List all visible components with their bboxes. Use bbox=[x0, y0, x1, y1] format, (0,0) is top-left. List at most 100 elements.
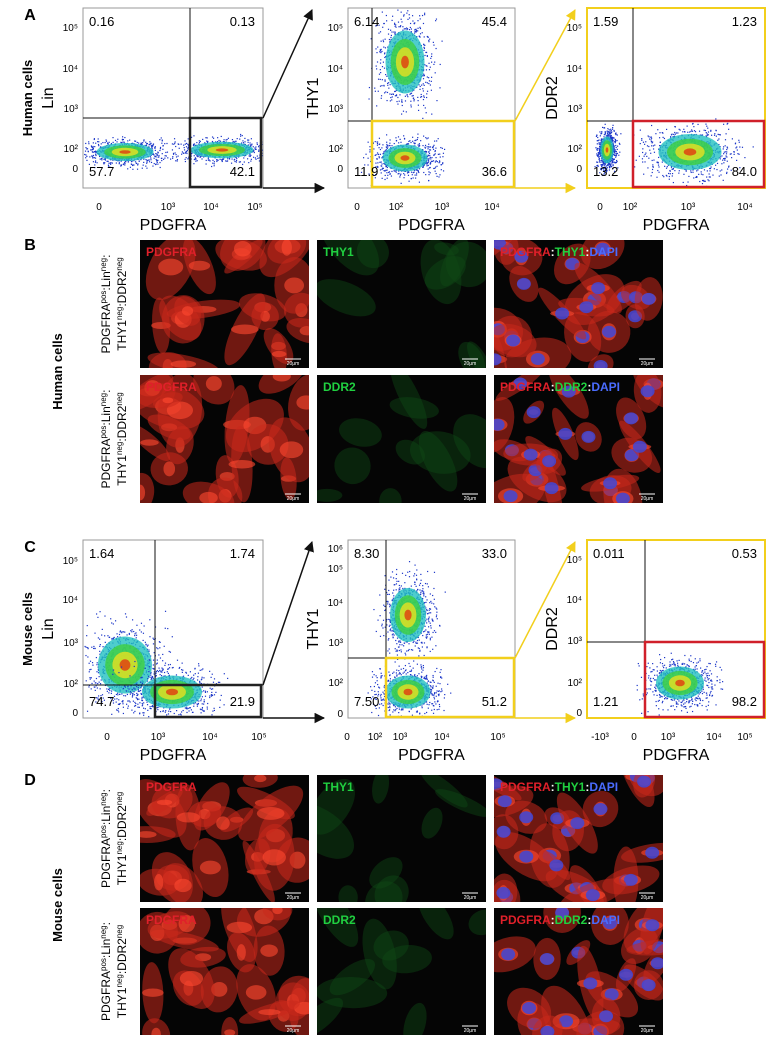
row-label-part: THY1 bbox=[115, 320, 129, 351]
event-dot bbox=[693, 177, 694, 178]
event-dot bbox=[193, 135, 194, 136]
y-tick-label: 10³ bbox=[64, 104, 79, 115]
channel-name: PDGFRA bbox=[500, 245, 551, 259]
row-label-part: :Lin bbox=[99, 271, 113, 290]
event-dot bbox=[426, 151, 427, 152]
event-dot bbox=[188, 138, 189, 139]
event-dot bbox=[654, 145, 655, 146]
event-dot bbox=[711, 135, 712, 136]
event-dot bbox=[381, 161, 382, 162]
event-dot bbox=[422, 15, 423, 16]
event-dot bbox=[734, 154, 735, 155]
event-dot bbox=[690, 131, 691, 132]
event-dot bbox=[146, 145, 147, 146]
event-dot bbox=[431, 90, 432, 91]
channel-name: DDR2 bbox=[323, 380, 356, 394]
event-dot bbox=[615, 157, 616, 158]
event-dot bbox=[205, 137, 206, 138]
event-dot bbox=[725, 139, 726, 140]
event-dot bbox=[396, 140, 397, 141]
density-core bbox=[216, 148, 229, 151]
event-dot bbox=[99, 639, 100, 640]
event-dot bbox=[423, 136, 424, 137]
event-dot bbox=[380, 154, 381, 155]
event-dot bbox=[705, 181, 706, 182]
event-dot bbox=[386, 76, 387, 77]
channel-label: PDGFRA bbox=[146, 245, 197, 259]
event-dot bbox=[403, 135, 404, 136]
event-dot bbox=[407, 10, 408, 11]
event-dot bbox=[255, 157, 256, 158]
event-dot bbox=[410, 23, 411, 24]
event-dot bbox=[95, 162, 96, 163]
event-dot bbox=[91, 683, 92, 684]
event-dot bbox=[645, 154, 646, 155]
event-dot bbox=[428, 63, 429, 64]
event-dot bbox=[147, 143, 148, 144]
event-dot bbox=[247, 158, 248, 159]
event-dot bbox=[725, 145, 726, 146]
event-dot bbox=[599, 160, 600, 161]
event-dot bbox=[423, 172, 424, 173]
event-dot bbox=[428, 165, 429, 166]
x-tick-label: 0 bbox=[96, 202, 102, 213]
event-dot bbox=[105, 139, 106, 140]
event-dot bbox=[414, 31, 415, 32]
event-dot bbox=[704, 130, 705, 131]
event-dot bbox=[692, 123, 693, 124]
event-dot bbox=[147, 161, 148, 162]
event-dot bbox=[408, 175, 409, 176]
event-dot bbox=[397, 97, 398, 98]
event-dot bbox=[643, 142, 644, 143]
event-dot bbox=[95, 160, 96, 161]
event-dot bbox=[391, 31, 392, 32]
event-dot bbox=[88, 141, 89, 142]
event-dot bbox=[240, 161, 241, 162]
event-dot bbox=[697, 124, 698, 125]
event-dot bbox=[701, 174, 702, 175]
event-dot bbox=[124, 162, 125, 163]
event-dot bbox=[380, 79, 381, 80]
event-dot bbox=[186, 157, 187, 158]
event-dot bbox=[137, 142, 138, 143]
event-dot bbox=[641, 138, 642, 139]
event-dot bbox=[696, 170, 697, 171]
quadrant-value: 45.4 bbox=[482, 14, 507, 29]
event-dot bbox=[229, 158, 230, 159]
event-dot bbox=[431, 114, 432, 115]
event-dot bbox=[206, 160, 207, 161]
event-dot bbox=[391, 175, 392, 176]
event-dot bbox=[413, 95, 414, 96]
event-dot bbox=[195, 161, 196, 162]
event-dot bbox=[117, 139, 118, 140]
event-dot bbox=[206, 163, 207, 164]
event-dot bbox=[431, 161, 432, 162]
event-dot bbox=[378, 147, 379, 148]
event-dot bbox=[715, 165, 716, 166]
event-dot bbox=[106, 141, 107, 142]
event-dot bbox=[143, 139, 144, 140]
event-dot bbox=[598, 155, 599, 156]
event-dot bbox=[165, 152, 166, 153]
event-dot bbox=[381, 85, 382, 86]
row-label: THY1neg:DDR2neg bbox=[115, 392, 130, 485]
event-dot bbox=[719, 134, 720, 135]
cell-body bbox=[282, 239, 292, 255]
event-dot bbox=[395, 137, 396, 138]
event-dot bbox=[368, 158, 369, 159]
y-axis-label: DDR2 bbox=[544, 76, 561, 120]
event-dot bbox=[240, 134, 241, 135]
row-label-part: neg bbox=[115, 392, 124, 405]
event-dot bbox=[157, 154, 158, 155]
event-dot bbox=[612, 137, 613, 138]
event-dot bbox=[431, 53, 432, 54]
event-dot bbox=[644, 144, 645, 145]
x-tick-label: 10⁴ bbox=[737, 202, 752, 213]
event-dot bbox=[213, 138, 214, 139]
channel-name: THY1 bbox=[323, 245, 354, 259]
event-dot bbox=[673, 168, 674, 169]
event-dot bbox=[398, 136, 399, 137]
event-dot bbox=[95, 158, 96, 159]
event-dot bbox=[430, 158, 431, 159]
y-axis-label: Lin bbox=[40, 87, 57, 108]
